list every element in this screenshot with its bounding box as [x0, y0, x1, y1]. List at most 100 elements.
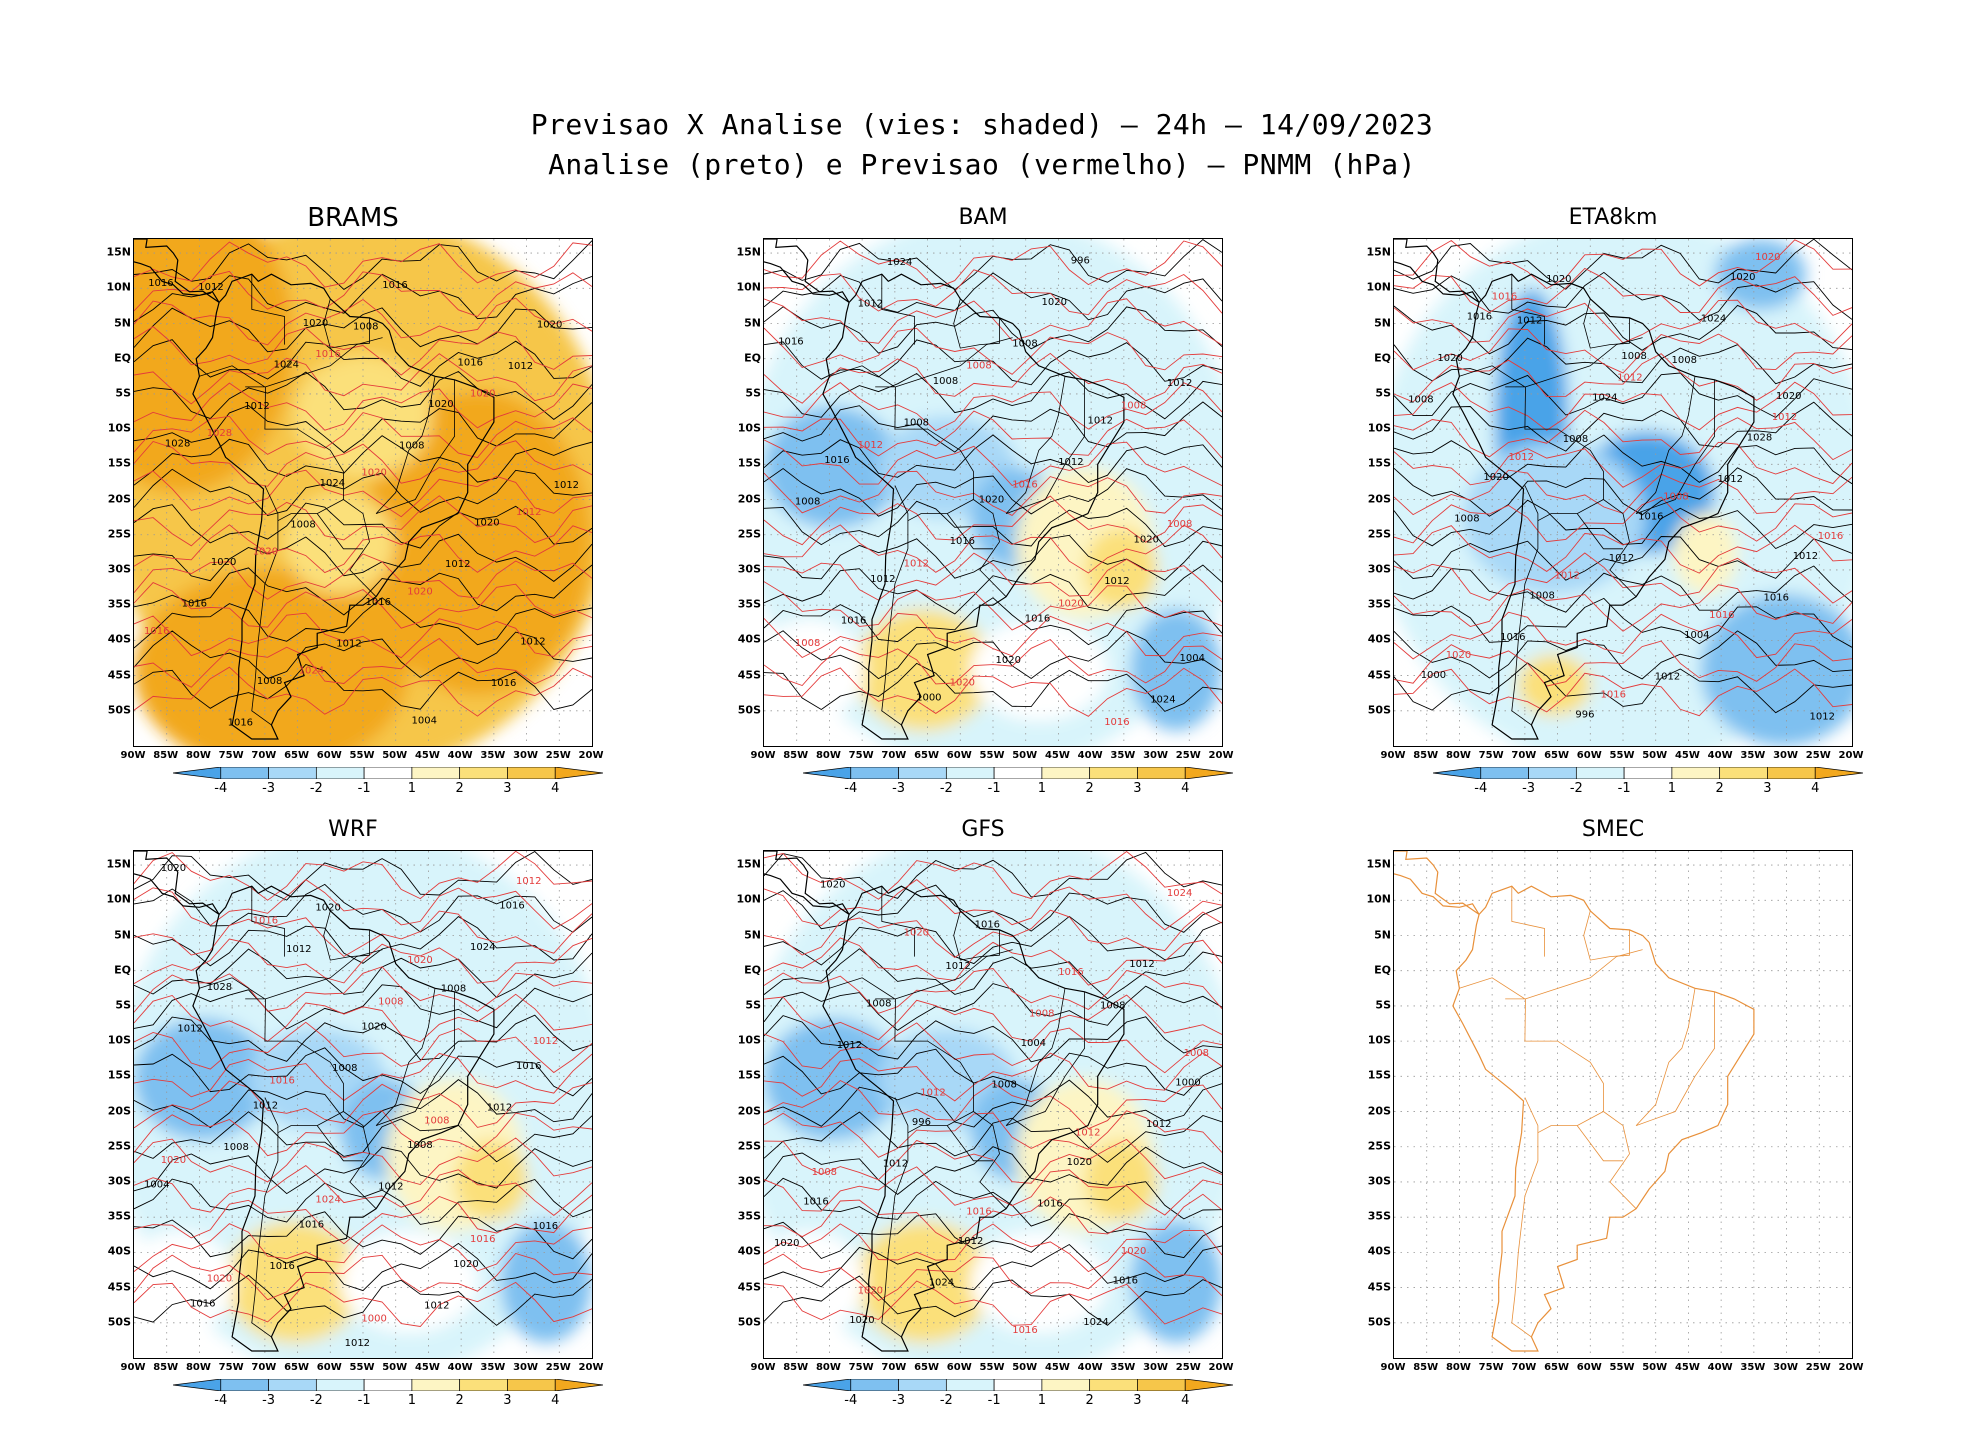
analysis-isobar-label: 1024 — [929, 1278, 954, 1289]
bias-blob — [764, 1231, 865, 1333]
country-border — [323, 910, 370, 961]
analysis-isobar-label: 1008 — [933, 376, 958, 387]
analysis-isobar-label: 1012 — [1167, 378, 1192, 389]
latitude-tick: 5N — [1374, 928, 1391, 941]
forecast-contour — [134, 582, 592, 629]
analysis-isobar-label: 1008 — [1100, 1000, 1125, 1011]
analysis-isobar-label: 1020 — [1067, 1157, 1092, 1168]
country-border — [375, 988, 455, 1126]
latitude-tick: 15S — [737, 1068, 761, 1082]
analysis-contour — [764, 401, 1222, 453]
analysis-contour — [134, 948, 592, 999]
colorbar-label: 1 — [1037, 781, 1047, 796]
country-border — [881, 886, 915, 957]
country-border — [1005, 988, 1085, 1126]
latitude-tick: 10N — [736, 892, 761, 906]
bias-blob — [970, 619, 1108, 721]
panel-smec: SMEC 15N 10N 5N EQ 5S 10S 15S 20S 25S 30S 35S 40S 45S… — [1293, 817, 1933, 1437]
forecast-isobar-label: 1020 — [858, 1286, 883, 1297]
colorbar-segment — [850, 1379, 899, 1391]
colorbar-label: -4 — [844, 781, 858, 796]
forecast-isobar-label: 1024 — [1167, 888, 1192, 899]
colorbar-label: 3 — [1763, 781, 1772, 796]
forecast-contour — [1394, 611, 1852, 660]
longitude-tick: 40W — [1707, 750, 1733, 761]
analysis-isobar-label: 1016 — [824, 455, 849, 466]
analysis-contour — [134, 984, 592, 1030]
analysis-isobar-label: 1020 — [537, 320, 562, 331]
bias-blob — [225, 1221, 363, 1343]
latitude-tick: 20S — [1367, 1104, 1391, 1118]
analysis-contour — [764, 564, 1222, 615]
forecast-isobar-label: 1008 — [1167, 519, 1192, 530]
colorbar-segment — [554, 767, 603, 779]
analysis-isobar-label: 1004 — [412, 716, 437, 727]
longitude-tick: 75W — [1478, 750, 1504, 761]
colorbar-segment — [507, 1379, 556, 1391]
analysis-isobar-label: 1012 — [177, 1023, 202, 1034]
forecast-contour — [134, 353, 592, 405]
colorbar-label: -2 — [309, 781, 323, 796]
analysis-contour — [764, 1015, 1222, 1063]
bias-blob — [134, 1231, 235, 1333]
analysis-isobar-label: 1024 — [320, 478, 345, 489]
forecast-contour — [134, 1021, 592, 1074]
colorbar-segment — [1671, 767, 1721, 779]
forecast-contour — [764, 994, 1222, 1042]
country-border — [1459, 365, 1526, 388]
forecast-isobar-label: 1008 — [812, 1167, 837, 1178]
analysis-isobar-label: 1008 — [1672, 355, 1697, 366]
country-border — [1583, 298, 1630, 349]
forecast-contour — [1394, 328, 1852, 374]
country-border — [245, 386, 377, 597]
analysis-isobar-label: 1016 — [382, 280, 407, 291]
colorbar: -4 -3 -2 -1 1 2 3 4 — [173, 1379, 603, 1409]
country-border — [907, 499, 974, 522]
bias-blob — [1714, 239, 1807, 310]
longitude-tick: 50W — [1012, 750, 1038, 761]
analysis-isobar-label: 1012 — [1058, 457, 1083, 468]
longitude-tick: 90W — [750, 1362, 776, 1373]
colorbar-segment — [1767, 767, 1816, 779]
longitude-axis: 90W 85W 80W 75W 70W 65W 60W 55W 50W 45W 40W 35W 30W 2… — [1381, 750, 1864, 764]
analysis-isobar-label: 1020 — [996, 655, 1021, 666]
analysis-isobar-label: 1020 — [1546, 274, 1571, 285]
longitude-tick: 85W — [1413, 1362, 1439, 1373]
colorbar-segment — [898, 767, 947, 779]
grid-lines — [1394, 851, 1852, 1358]
bias-blob — [500, 1221, 592, 1343]
colorbar-segment — [411, 1379, 461, 1391]
latitude-tick: 45S — [1367, 668, 1391, 682]
map-svg: 1012100810081008101210081012101610161012… — [1394, 239, 1852, 746]
analysis-contour — [764, 339, 1222, 386]
analysis-isobar-label: 1020 — [1776, 391, 1801, 402]
analysis-contour — [134, 1178, 592, 1225]
analysis-isobar-label: 1012 — [286, 944, 311, 955]
analysis-isobar-label: 1020 — [1730, 272, 1755, 283]
colorbar: -4 -3 -2 -1 1 2 3 4 — [803, 767, 1233, 797]
longitude-tick: 45W — [414, 750, 440, 761]
map-svg: 1012 1008 1012 1008 1012 1012 1016 1020 1024 1024… — [764, 851, 1222, 1358]
forecast-isobar-label: 1016 — [1012, 480, 1037, 491]
country-border — [875, 386, 1007, 597]
analysis-contour — [1394, 536, 1852, 581]
analysis-isobar-label: 1016 — [148, 278, 173, 289]
forecast-contour — [764, 1193, 1222, 1245]
colorbar-label: 3 — [503, 781, 512, 796]
longitude-tick: 70W — [881, 1362, 907, 1373]
forecast-isobar-label: 1016 — [253, 916, 278, 927]
longitude-tick: 90W — [120, 750, 146, 761]
coastline — [1452, 885, 1755, 1352]
longitude-tick: 20W — [1838, 750, 1864, 761]
latitude-tick: 10S — [737, 421, 761, 435]
bias-blob — [134, 568, 409, 746]
analysis-contour — [1394, 271, 1852, 321]
analysis-isobar-label: 1020 — [315, 903, 340, 914]
analysis-contour — [134, 1014, 592, 1062]
colorbar-label: -2 — [939, 781, 953, 796]
analysis-isobar-label: 1004 — [1180, 653, 1205, 664]
panel-eta8km: ETA8km 1012 1008 1008 1008 1012 1008 1012 1016 10… — [1293, 205, 1933, 825]
analysis-isobar-label: 1012 — [837, 1040, 862, 1051]
longitude-tick: 30W — [1143, 750, 1169, 761]
analysis-isobar-label: 1008 — [904, 418, 929, 429]
